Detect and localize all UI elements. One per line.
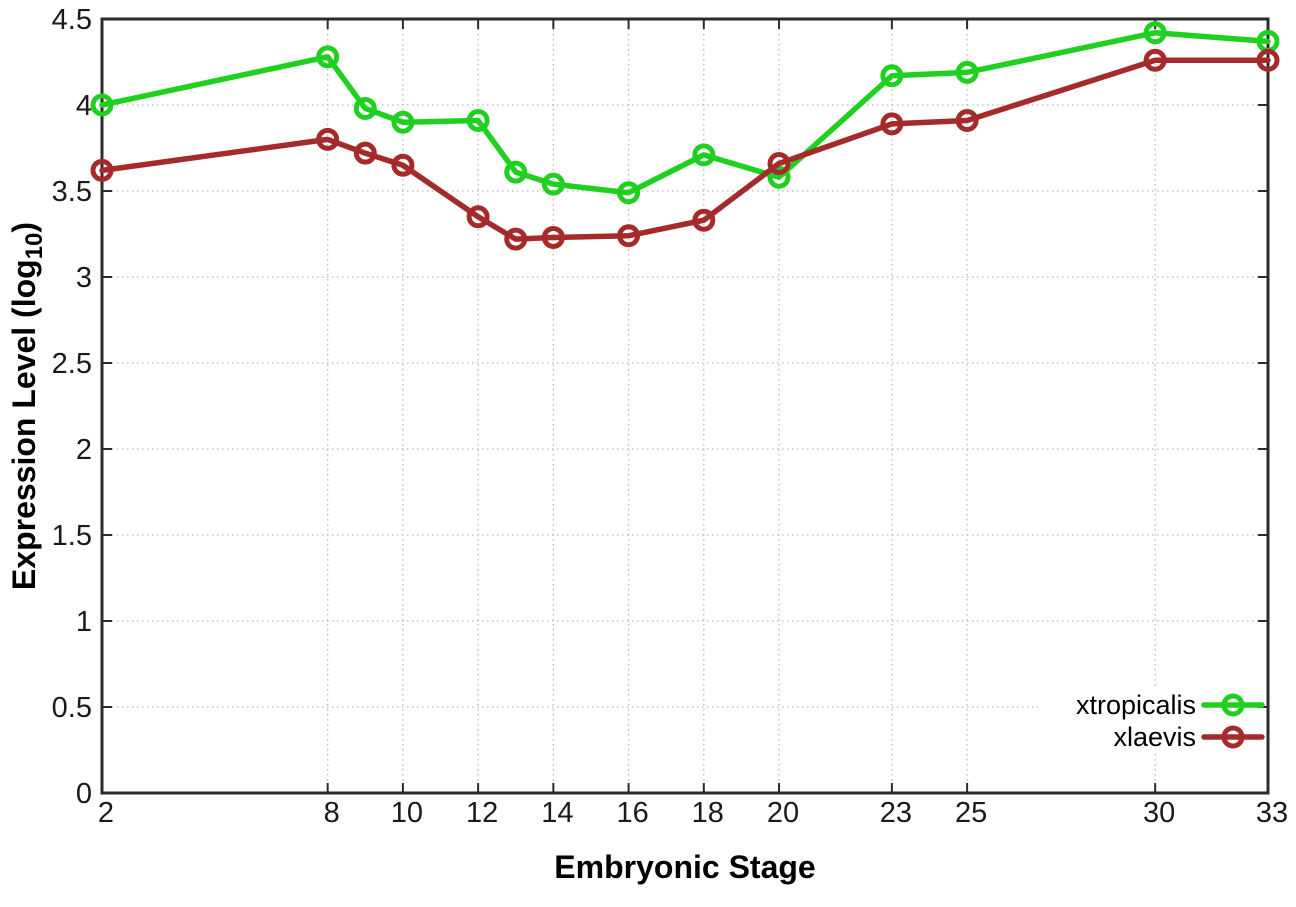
y-axis-title-text: Expression Level (log bbox=[6, 259, 42, 591]
data-point-xlaevis bbox=[880, 112, 904, 136]
data-point-xlaevis bbox=[767, 151, 791, 175]
x-tick-label: 33 bbox=[1256, 797, 1288, 829]
data-point-xlaevis bbox=[1143, 48, 1167, 72]
data-point-xtropicalis bbox=[391, 110, 415, 134]
y-tick-label: 4.5 bbox=[52, 4, 92, 36]
legend-marker-xtropicalis bbox=[1221, 693, 1245, 717]
legend-label-xtropicalis: xtropicalis bbox=[1076, 690, 1196, 720]
plot-border bbox=[100, 17, 1270, 795]
x-tick-label: 16 bbox=[616, 797, 648, 829]
data-point-xtropicalis bbox=[617, 181, 641, 205]
x-tick-label: 12 bbox=[466, 797, 498, 829]
y-axis-title: Expression Level (log10) bbox=[2, 106, 48, 706]
x-tick-label: 10 bbox=[391, 797, 423, 829]
x-tick-label: 14 bbox=[541, 797, 573, 829]
data-point-xtropicalis bbox=[466, 108, 490, 132]
data-point-xtropicalis bbox=[90, 93, 114, 117]
data-point-xlaevis bbox=[391, 153, 415, 177]
data-point-xlaevis bbox=[90, 158, 114, 182]
y-tick-label: 1.5 bbox=[52, 520, 92, 552]
y-tick-label: 1 bbox=[76, 606, 92, 638]
legend-label-xlaevis: xlaevis bbox=[1113, 722, 1196, 752]
data-point-xtropicalis bbox=[955, 60, 979, 84]
data-point-xtropicalis bbox=[504, 160, 528, 184]
y-axis-title-close: ) bbox=[6, 221, 42, 233]
y-tick-label: 4 bbox=[76, 90, 92, 122]
x-tick-label: 8 bbox=[324, 797, 340, 829]
y-axis-title-subscript: 10 bbox=[21, 232, 48, 260]
series-line-xtropicalis bbox=[99, 30, 1271, 196]
data-point-xtropicalis bbox=[353, 96, 377, 120]
data-point-xlaevis bbox=[353, 141, 377, 165]
x-tick-label: 20 bbox=[767, 797, 799, 829]
y-tick-label: 2.5 bbox=[52, 348, 92, 380]
data-point-xlaevis bbox=[466, 205, 490, 229]
data-point-xtropicalis bbox=[767, 165, 791, 189]
data-point-xtropicalis bbox=[1143, 21, 1167, 45]
x-tick-label: 23 bbox=[880, 797, 912, 829]
data-point-xtropicalis bbox=[692, 143, 716, 167]
x-tick-label: 2 bbox=[98, 797, 114, 829]
data-point-xtropicalis bbox=[541, 172, 565, 196]
y-tick-label: 0.5 bbox=[52, 692, 92, 724]
data-point-xlaevis bbox=[1256, 48, 1280, 72]
x-tick-label: 18 bbox=[692, 797, 724, 829]
data-point-xtropicalis bbox=[880, 64, 904, 88]
data-point-xlaevis bbox=[692, 208, 716, 232]
y-tick-label: 3 bbox=[76, 262, 92, 294]
data-point-xlaevis bbox=[504, 227, 528, 251]
series-line-xlaevis bbox=[99, 57, 1271, 242]
data-point-xlaevis bbox=[617, 224, 641, 248]
data-point-xlaevis bbox=[316, 127, 340, 151]
legend-marker-xlaevis bbox=[1221, 725, 1245, 749]
x-axis-title: Embryonic Stage bbox=[554, 849, 816, 885]
data-point-xtropicalis bbox=[316, 45, 340, 69]
y-tick-label: 2 bbox=[76, 434, 92, 466]
y-tick-label: 0 bbox=[76, 778, 92, 810]
data-point-xlaevis bbox=[955, 108, 979, 132]
y-tick-label: 3.5 bbox=[52, 176, 92, 208]
x-tick-label: 25 bbox=[955, 797, 987, 829]
data-point-xlaevis bbox=[541, 225, 565, 249]
x-tick-label: 30 bbox=[1143, 797, 1175, 829]
